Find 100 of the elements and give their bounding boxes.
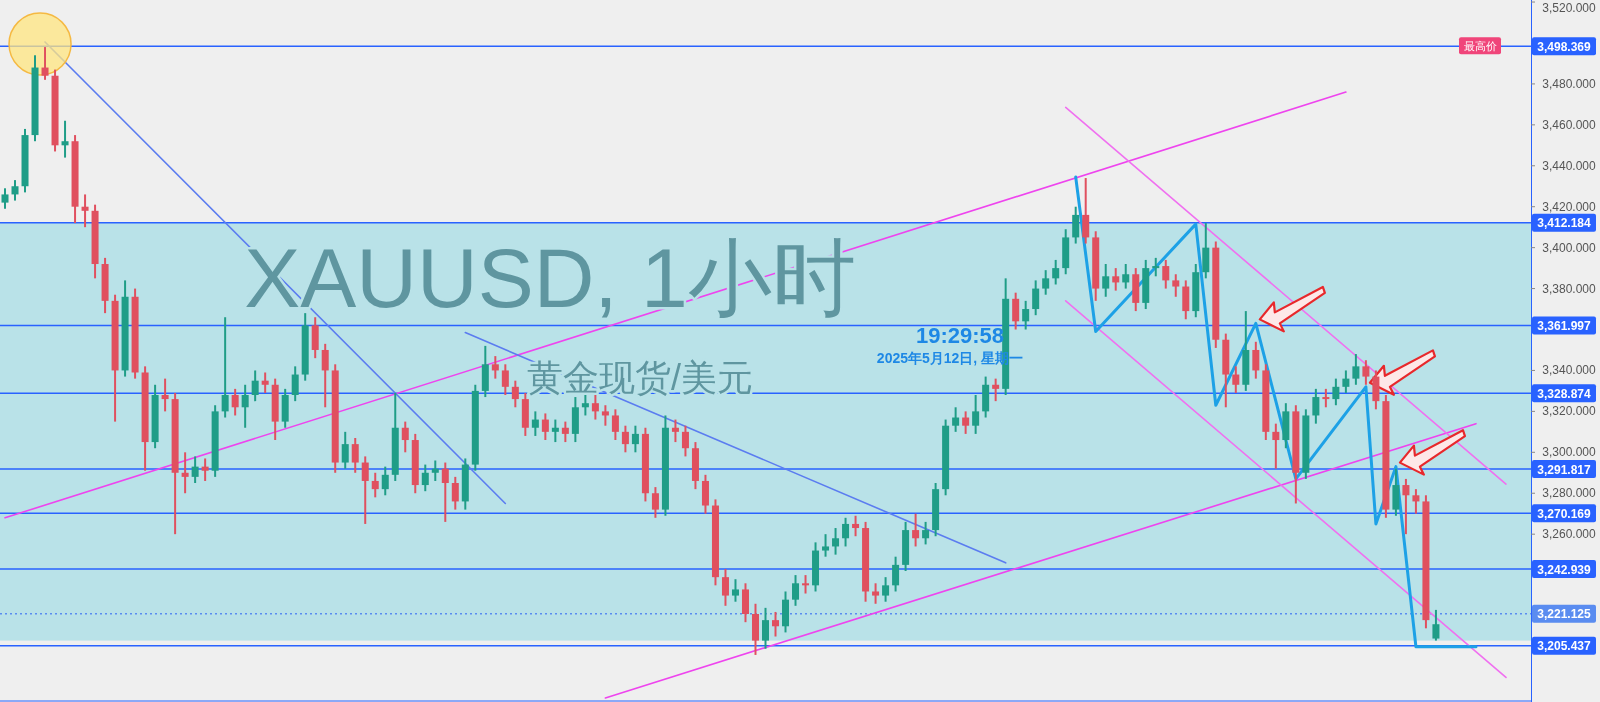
candlestick [11, 179, 19, 202]
candlestick [842, 516, 850, 548]
candlestick [671, 418, 679, 444]
candlestick [351, 436, 359, 474]
candlestick [852, 514, 860, 538]
candlestick [1, 187, 9, 210]
candlestick [221, 316, 229, 419]
y-tick-label: 3,440.000 [1542, 158, 1597, 173]
ref-line-label: 3,221.125 [1537, 607, 1592, 622]
candlestick [1022, 299, 1030, 331]
candlestick [872, 582, 880, 605]
candlestick [161, 377, 169, 413]
candlestick [531, 410, 539, 437]
y-tick-label: 3,280.000 [1542, 486, 1597, 501]
ref-line-label: 3,498.369 [1537, 39, 1592, 54]
candlestick [451, 475, 459, 511]
candlestick [962, 410, 970, 435]
candlestick [892, 555, 900, 593]
candlestick [181, 451, 189, 495]
candlestick [1412, 488, 1420, 515]
candlestick [401, 420, 409, 454]
y-tick-label: 3,340.000 [1542, 363, 1597, 378]
candlestick [882, 576, 890, 603]
candlestick [441, 461, 449, 523]
candlestick [802, 574, 810, 595]
candlestick [1332, 377, 1340, 407]
candlestick [1152, 256, 1160, 278]
candlestick [922, 520, 930, 546]
y-tick-label: 3,480.000 [1542, 76, 1597, 91]
y-tick-label: 3,380.000 [1542, 281, 1597, 296]
candlestick [832, 527, 840, 556]
candlestick [731, 578, 739, 603]
ref-line-label: 3,270.169 [1537, 506, 1592, 521]
y-tick-label: 3,520.000 [1542, 1, 1597, 15]
candlestick [1122, 263, 1130, 290]
candlestick [792, 574, 800, 607]
candlestick [601, 404, 609, 427]
candlestick [81, 193, 89, 229]
candlestick [972, 394, 980, 435]
candlestick [291, 365, 299, 403]
candlestick [822, 533, 830, 558]
candlestick [651, 486, 659, 519]
candlestick [511, 379, 519, 409]
y-tick-label: 3,460.000 [1542, 117, 1597, 132]
candlestick [241, 383, 249, 429]
y-tick-label: 3,260.000 [1542, 527, 1597, 542]
candlestick [1052, 258, 1060, 286]
candlestick [1232, 365, 1240, 394]
candlestick [581, 394, 589, 417]
candlestick [491, 355, 499, 380]
candlestick [1012, 291, 1020, 331]
candlestick [721, 567, 729, 607]
candlestick [261, 371, 269, 394]
candlestick [1112, 267, 1120, 292]
candlestick [431, 459, 439, 482]
candlestick [1402, 477, 1410, 536]
candlestick [611, 408, 619, 442]
candlestick [681, 424, 689, 458]
candlestick [1252, 340, 1260, 380]
candlestick [591, 394, 599, 421]
candlestick [952, 406, 960, 433]
candlestick [631, 424, 639, 454]
candlestick [1272, 422, 1280, 470]
candlestick [371, 471, 379, 499]
ref-line-label: 3,242.939 [1537, 562, 1592, 577]
ref-line-label: 3,328.874 [1537, 386, 1592, 401]
candlestick [501, 363, 509, 396]
candlestick [1042, 269, 1050, 296]
candlestick [762, 606, 769, 650]
candlestick [191, 455, 199, 485]
candlestick [1432, 608, 1440, 642]
candlestick [421, 463, 429, 493]
candlestick [1082, 177, 1090, 245]
candlestick [61, 119, 69, 159]
candlestick [1342, 369, 1350, 394]
candlestick [1322, 387, 1330, 409]
y-tick-label: 3,400.000 [1542, 240, 1597, 255]
candlestick [541, 412, 549, 442]
candlestick [551, 418, 559, 444]
candlestick [1072, 205, 1080, 245]
ref-line-label: 3,205.437 [1537, 639, 1592, 654]
candlestick [992, 377, 1000, 403]
ref-line-label: 3,291.817 [1537, 462, 1592, 477]
candlestick [1102, 263, 1110, 298]
ref-line-label: 3,361.997 [1537, 318, 1592, 333]
candlestick [561, 420, 569, 444]
candlestick [912, 512, 920, 548]
candlestick [251, 369, 259, 403]
candlestick [1312, 387, 1320, 425]
candlestick [341, 430, 349, 470]
candlestick [772, 610, 780, 638]
y-tick-label: 3,420.000 [1542, 199, 1597, 214]
candlestick [1032, 279, 1040, 317]
candlestick [201, 457, 209, 482]
candlestick [1172, 273, 1180, 298]
y-tick-label: 3,300.000 [1542, 445, 1597, 460]
candlestick [1362, 359, 1370, 386]
candlestick [621, 424, 629, 454]
candlestick [41, 46, 49, 81]
ref-line-label: 3,412.184 [1537, 216, 1592, 231]
